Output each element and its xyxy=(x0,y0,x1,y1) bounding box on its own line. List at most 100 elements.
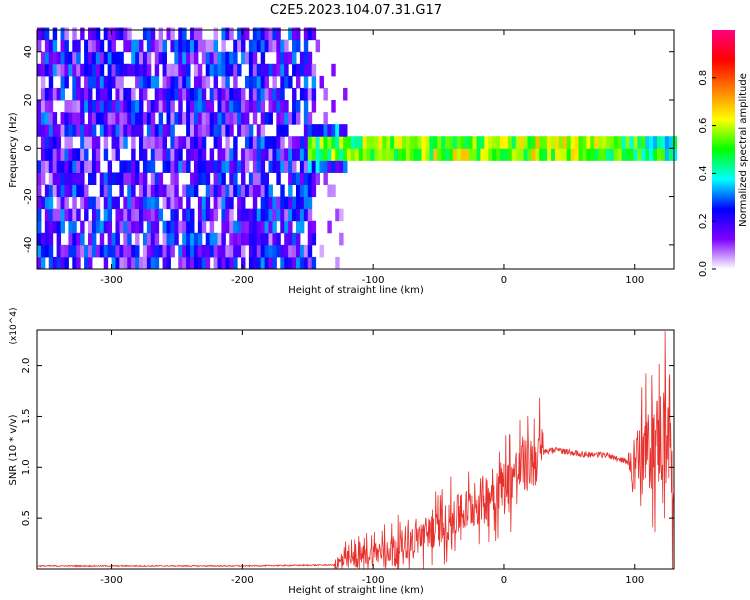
heatmap-cell xyxy=(64,136,69,149)
heatmap-cell xyxy=(311,256,317,270)
heatmap-cell xyxy=(519,148,525,161)
heatmap-cell xyxy=(284,220,289,234)
heatmap-cell xyxy=(209,232,215,246)
heatmap-cell xyxy=(229,172,234,186)
heatmap-cell xyxy=(166,256,171,270)
heatmap-cell xyxy=(72,232,77,246)
heatmap-cell xyxy=(229,160,234,173)
heatmap-cell xyxy=(350,136,356,149)
heatmap-cell xyxy=(111,100,116,113)
heatmap-cell xyxy=(103,196,109,210)
heatmap-cell xyxy=(252,172,258,186)
heatmap-cell xyxy=(276,112,281,125)
heatmap-cell xyxy=(221,87,226,101)
heatmap-cell xyxy=(256,160,262,173)
heatmap-cell xyxy=(139,124,144,137)
heatmap-cell xyxy=(590,148,595,161)
heatmap-cell xyxy=(268,27,273,41)
heatmap-cell xyxy=(111,232,116,246)
heatmap-cell xyxy=(645,136,650,149)
heatmap-cell xyxy=(158,148,164,161)
heatmap-cell xyxy=(119,51,124,65)
heatmap-cell xyxy=(299,208,305,222)
heatmap-cell xyxy=(284,39,289,53)
heatmap-cell xyxy=(303,208,309,222)
heatmap-cell xyxy=(48,244,54,258)
heatmap-cell xyxy=(166,148,171,161)
heatmap-cell xyxy=(131,87,136,101)
heatmap-cell xyxy=(295,184,301,198)
heatmap-cell xyxy=(186,39,191,53)
heatmap-cell xyxy=(127,112,132,125)
heatmap-cell xyxy=(40,148,46,161)
heatmap-cell xyxy=(182,220,187,234)
heatmap-cell xyxy=(209,100,215,113)
heatmap-cell xyxy=(150,27,156,41)
heatmap-cell xyxy=(256,184,262,198)
heatmap-cell xyxy=(335,136,340,149)
heatmap-cell xyxy=(170,184,175,198)
heatmap-cell xyxy=(197,196,203,210)
heatmap-cell xyxy=(205,51,211,65)
heatmap-cell xyxy=(233,112,238,125)
heatmap-cell xyxy=(311,232,317,246)
heatmap-cell xyxy=(260,196,266,210)
heatmap-cell xyxy=(237,124,242,137)
heatmap-cell xyxy=(272,87,277,101)
heatmap-cell xyxy=(535,148,540,161)
heatmap-cell xyxy=(166,63,171,77)
y-tick-label: -40 xyxy=(23,237,34,253)
heatmap-cell xyxy=(292,160,297,173)
heatmap-cell xyxy=(468,136,474,149)
heatmap-cell xyxy=(276,87,281,101)
heatmap-cell xyxy=(135,220,140,234)
heatmap-cell xyxy=(582,136,587,149)
heatmap-cell xyxy=(264,172,270,186)
heatmap-cell xyxy=(84,39,89,53)
heatmap-cell xyxy=(252,75,258,89)
heatmap-cell xyxy=(327,136,332,149)
heatmap-cell xyxy=(288,160,293,173)
heatmap-cell xyxy=(292,196,297,210)
heatmap-cell xyxy=(80,244,85,258)
heatmap-cell xyxy=(252,136,258,149)
heatmap-cell xyxy=(323,87,328,101)
heatmap-cell xyxy=(193,63,199,77)
heatmap-cell xyxy=(88,160,93,173)
heatmap-cell xyxy=(331,100,336,113)
heatmap-cell xyxy=(229,232,234,246)
heatmap-cell xyxy=(127,160,132,173)
heatmap-cell xyxy=(264,256,270,270)
heatmap-cell xyxy=(150,244,156,258)
heatmap-cell xyxy=(586,148,591,161)
heatmap-cell xyxy=(668,136,674,149)
heatmap-cell xyxy=(150,124,156,137)
heatmap-cell xyxy=(237,112,242,125)
heatmap-cell xyxy=(107,196,113,210)
heatmap-cell xyxy=(303,75,309,89)
heatmap-cell xyxy=(292,136,297,149)
heatmap-cell xyxy=(99,124,105,137)
y-tick-label: 20 xyxy=(23,94,34,107)
heatmap-cell xyxy=(72,124,77,137)
heatmap-cell xyxy=(256,172,262,186)
heatmap-cell xyxy=(225,148,230,161)
heatmap-cell xyxy=(221,208,226,222)
heatmap-cell xyxy=(135,196,140,210)
heatmap-cell xyxy=(88,256,93,270)
heatmap-cell xyxy=(284,208,289,222)
heatmap-cell xyxy=(284,196,289,210)
heatmap-cell xyxy=(217,148,222,161)
heatmap-cell xyxy=(378,136,383,149)
heatmap-cell xyxy=(260,172,266,186)
heatmap-cell xyxy=(95,244,101,258)
heatmap-cell xyxy=(68,63,73,77)
heatmap-cell xyxy=(119,160,124,173)
heatmap-cell xyxy=(233,244,238,258)
heatmap-cell xyxy=(158,244,164,258)
heatmap-cell xyxy=(252,208,258,222)
heatmap-cell xyxy=(315,148,321,161)
heatmap-cell xyxy=(131,256,136,270)
heatmap-cell xyxy=(135,232,140,246)
heatmap-cell xyxy=(186,75,191,89)
